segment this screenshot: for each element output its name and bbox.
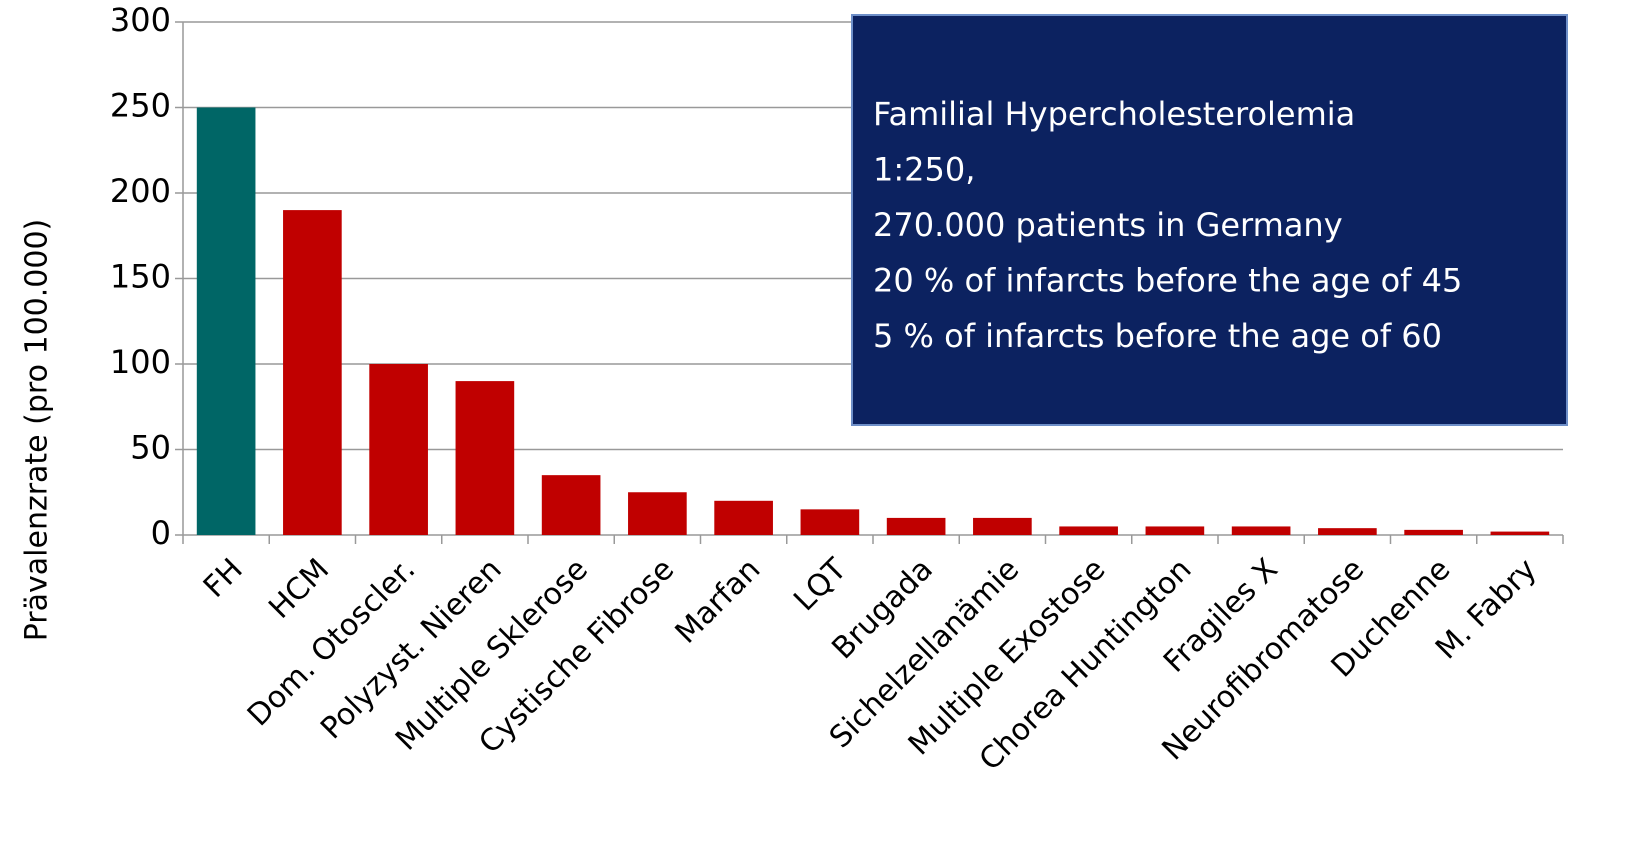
y-axis-title: Prävalenzrate (pro 100.000)	[20, 219, 55, 642]
bar	[628, 492, 687, 535]
bar	[800, 509, 860, 535]
annotation-text: Familial Hypercholesterolemia	[873, 95, 1355, 133]
bar	[1145, 526, 1205, 535]
y-tick-label: 200	[110, 172, 171, 210]
annotation-text: 5 % of infarcts before the age of 60	[873, 317, 1442, 355]
bar	[1318, 528, 1377, 535]
annotation-text: 20 % of infarcts before the age of 45	[873, 262, 1462, 300]
bar	[973, 517, 1032, 535]
y-tick-label: 300	[110, 1, 171, 39]
y-tick-label: 150	[110, 258, 171, 296]
bar	[1231, 526, 1291, 535]
bar	[196, 107, 256, 535]
x-tick-label: Marfan	[669, 552, 768, 651]
y-tick-label: 250	[110, 87, 171, 125]
bar	[1059, 526, 1118, 535]
bar	[541, 475, 601, 535]
x-tick-label: HCM	[262, 552, 336, 626]
bar	[283, 210, 342, 535]
x-tick-label: FH	[197, 552, 250, 605]
bar	[886, 517, 946, 535]
y-tick-label: 100	[110, 343, 171, 381]
bar	[1404, 529, 1463, 535]
annotation-text: 1:250,	[873, 151, 975, 189]
bar	[1490, 531, 1550, 535]
bar	[369, 364, 428, 535]
x-tick-label: LQT	[787, 551, 854, 618]
bar	[455, 381, 515, 535]
annotation-text: 270.000 patients in Germany	[873, 206, 1343, 244]
bar	[714, 500, 773, 535]
y-tick-label: 0	[151, 514, 171, 552]
annotation-box	[851, 14, 1568, 426]
y-tick-label: 50	[130, 429, 171, 467]
